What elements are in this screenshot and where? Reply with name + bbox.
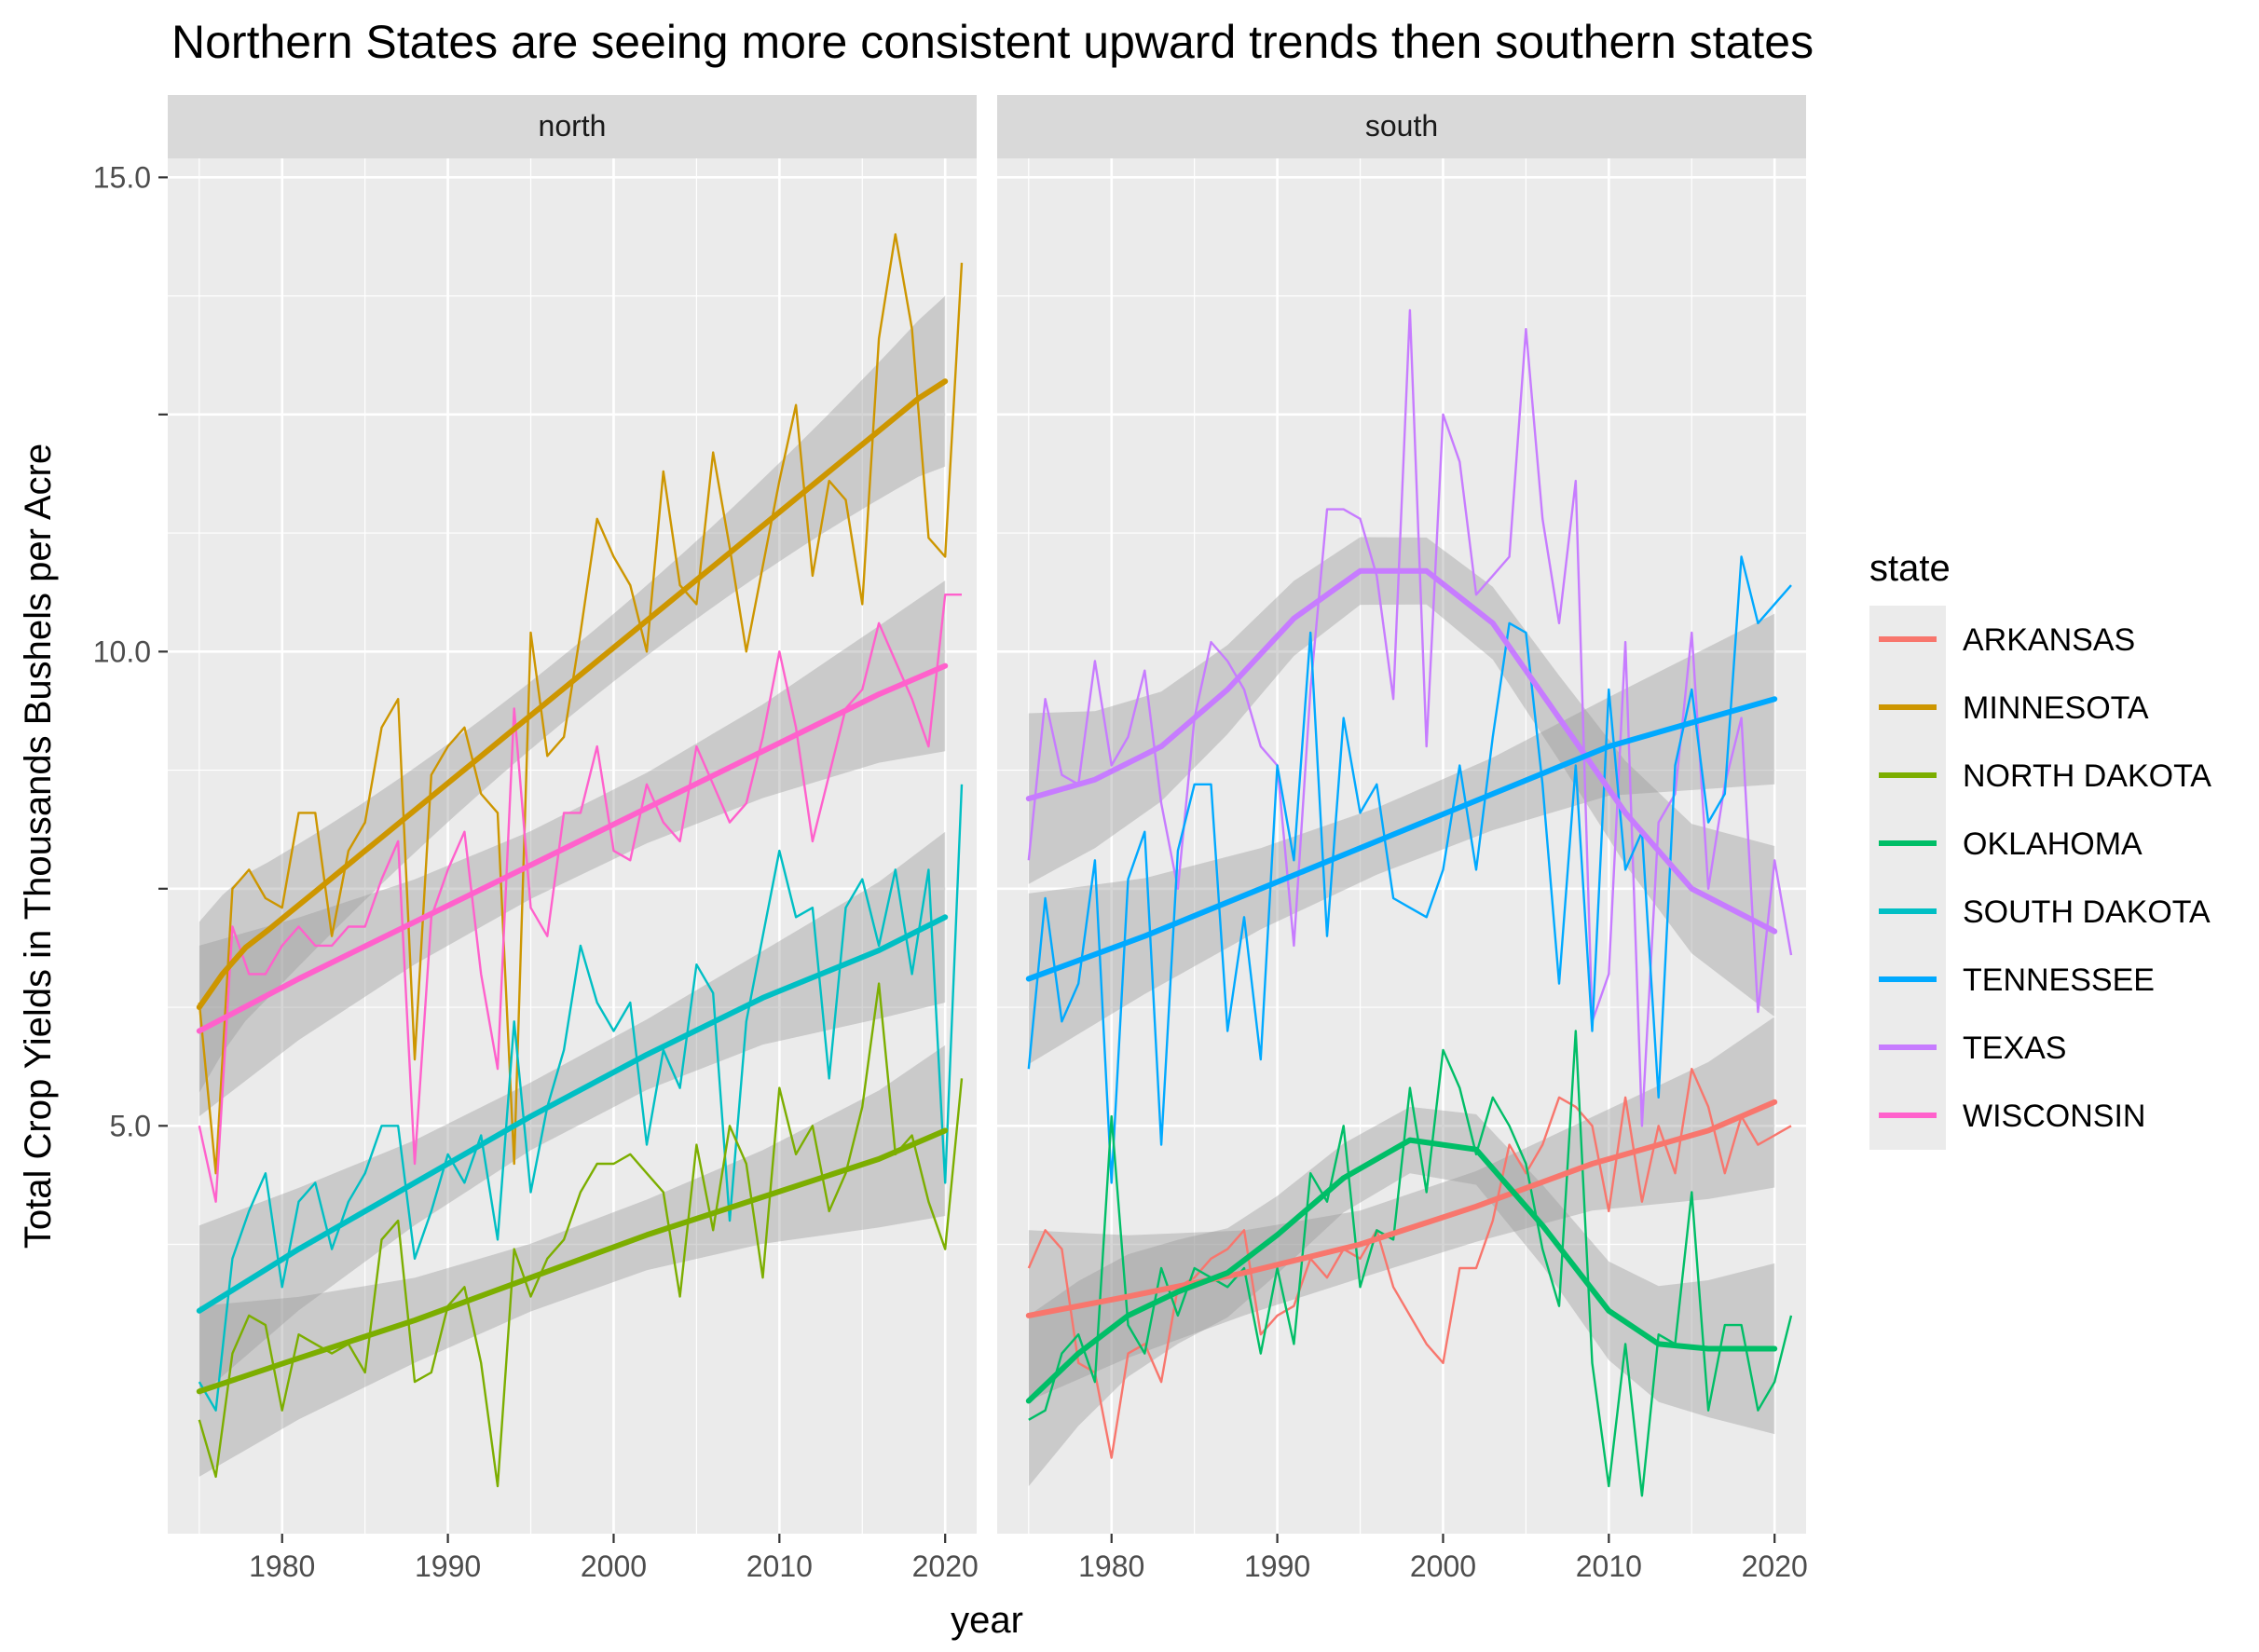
trend-line-texas	[1025, 567, 1778, 935]
x-tick-label: 2000	[1410, 1550, 1476, 1583]
facet-strip-label-north: north	[539, 109, 607, 143]
series-line-south-dakota	[198, 784, 964, 1412]
legend-items: ARKANSAS MINNESOTA NORTH DAKOTA OKLAHOMA SOU…	[1879, 622, 2211, 1134]
legend-label-texas: TEXAS	[1963, 1031, 2066, 1066]
confidence-band-minnesota	[199, 295, 946, 1093]
x-tick-label: 2010	[746, 1550, 813, 1583]
trend-lines-north	[196, 378, 949, 1395]
trend-line-oklahoma	[1025, 1137, 1778, 1404]
x-tick-label: 1980	[1078, 1550, 1144, 1583]
confidence-band-south-dakota	[199, 831, 946, 1397]
x-tick-label: 2020	[912, 1550, 979, 1583]
confidence-bands-south	[1028, 537, 1775, 1487]
legend-title: state	[1869, 548, 1951, 589]
y-tick-label: 15.0	[93, 160, 151, 194]
x-axis-north: 1980 1990 2000 2010 2020	[249, 1534, 979, 1583]
series-line-minnesota	[198, 233, 964, 1175]
legend-label-north-dakota: NORTH DAKOTA	[1963, 758, 2211, 794]
panel-south: south 1980 1990 2000 2010 2020	[997, 95, 1808, 1583]
x-tick-label: 2010	[1576, 1550, 1642, 1583]
trend-line-minnesota	[196, 378, 949, 1010]
facet-strip-south	[997, 95, 1806, 158]
confidence-band-tennessee	[1028, 613, 1775, 1065]
legend-label-wisconsin: WISCONSIN	[1963, 1099, 2145, 1134]
confidence-band-oklahoma	[1028, 1106, 1775, 1487]
facet-strip-label-south: south	[1365, 109, 1438, 143]
x-tick-label: 2000	[581, 1550, 647, 1583]
series-line-wisconsin	[198, 594, 962, 1203]
confidence-band-wisconsin	[199, 580, 946, 1117]
legend-label-minnesota: MINNESOTA	[1963, 690, 2149, 726]
legend-label-arkansas: ARKANSAS	[1963, 622, 2135, 658]
y-tick-label: 5.0	[110, 1109, 151, 1142]
legend: state ARKANSAS MINNESOTA NORTH DAKOTA OKLAH…	[1869, 548, 2211, 1150]
confidence-band-texas	[1028, 537, 1775, 1017]
trend-line-tennessee	[1025, 696, 1778, 982]
legend-label-tennessee: TENNESSEE	[1963, 963, 2155, 998]
gridlines-north	[168, 158, 977, 1534]
x-axis-title: year	[951, 1600, 1023, 1641]
x-tick-label: 1990	[415, 1550, 481, 1583]
legend-key-background	[1869, 606, 1946, 1150]
chart-title: Northern States are seeing more consiste…	[171, 16, 1814, 68]
x-tick-label: 2020	[1742, 1550, 1808, 1583]
x-tick-label: 1980	[249, 1550, 315, 1583]
trend-lines-south	[1025, 567, 1778, 1404]
x-tick-label: 1990	[1244, 1550, 1310, 1583]
trend-line-south-dakota	[196, 914, 949, 1314]
legend-label-south-dakota: SOUTH DAKOTA	[1963, 894, 2211, 930]
y-axis-title: Total Crop Yields in Thousands Bushels p…	[18, 444, 59, 1249]
trend-line-wisconsin	[196, 662, 949, 1034]
series-line-tennessee	[1027, 555, 1792, 1184]
x-axis-south: 1980 1990 2000 2010 2020	[1078, 1534, 1808, 1583]
y-tick-label: 10.0	[93, 635, 151, 668]
y-axis: 5.0 10.0 15.0	[93, 160, 168, 1142]
series-line-texas	[1027, 308, 1793, 1127]
facet-strip-north	[168, 95, 977, 158]
trend-line-north-dakota	[196, 1127, 949, 1395]
trend-line-arkansas	[1025, 1099, 1778, 1318]
confidence-band-arkansas	[1028, 1017, 1775, 1401]
gridlines-south	[997, 158, 1806, 1534]
series-line-oklahoma	[1028, 1030, 1793, 1497]
legend-label-oklahoma: OKLAHOMA	[1963, 826, 2143, 862]
panel-north: north 1980 1990 2000 2010 2020	[168, 95, 979, 1583]
